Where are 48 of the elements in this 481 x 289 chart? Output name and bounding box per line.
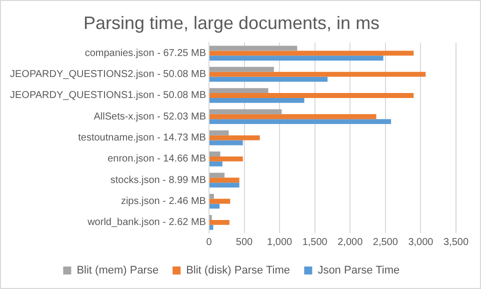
bar	[209, 119, 392, 124]
bar	[209, 46, 298, 51]
bar	[209, 215, 212, 220]
y-tick-label: JEOPARDY_QUESTIONS2.json - 50.08 MB	[10, 69, 206, 80]
x-tick-label: 3,500	[443, 236, 469, 248]
bar	[209, 93, 414, 98]
bar	[209, 204, 220, 209]
bar	[209, 50, 414, 56]
bar	[209, 182, 240, 188]
bar	[209, 109, 282, 114]
bar	[209, 224, 214, 230]
y-tick-label: stocks.json - 8.99 MB	[110, 174, 206, 186]
bar	[209, 140, 243, 146]
bar	[209, 76, 328, 82]
bar	[209, 161, 222, 166]
bar	[209, 88, 268, 94]
legend-label: Blit (disk) Parse Time	[186, 264, 290, 277]
y-tick-label: JEOPARDY_QUESTIONS1.json - 50.08 MB	[10, 90, 206, 102]
bar	[209, 156, 243, 162]
y-tick-label: enron.json - 14.66 MB	[108, 154, 206, 165]
bar	[209, 194, 214, 199]
bar	[209, 130, 229, 136]
y-tick-label: AllSets-x.json - 52.03 MB	[94, 111, 206, 122]
x-tick-label: 500	[236, 236, 254, 248]
bar	[209, 198, 230, 204]
y-tick-label: companies.json - 67.25 MB	[84, 48, 206, 59]
x-tick-label: 0	[206, 236, 212, 248]
chart-title: Parsing time, large documents, in ms	[83, 12, 380, 33]
x-tick-label: 1,500	[302, 236, 328, 248]
x-tick-label: 1,000	[267, 236, 293, 248]
y-tick-label: testoutname.json - 14.73 MB	[78, 132, 206, 144]
legend-label: Json Parse Time	[318, 264, 400, 277]
bar	[209, 72, 426, 77]
bar	[209, 66, 274, 72]
bar	[209, 114, 376, 120]
legend-label: Blit (mem) Parse	[76, 264, 159, 277]
x-tick-label: 2,000	[338, 236, 364, 248]
bar	[209, 172, 225, 178]
x-tick-label: 3,000	[408, 236, 434, 248]
y-tick-label: world_bank.json - 2.62 MB	[86, 217, 206, 228]
y-tick-label: zips.json - 2.46 MB	[120, 196, 206, 208]
bar	[209, 152, 220, 156]
bar	[209, 98, 304, 103]
bar	[209, 178, 240, 183]
bar	[209, 220, 230, 225]
x-tick-label: 2,500	[372, 236, 398, 248]
bar	[209, 135, 260, 140]
bar	[209, 56, 384, 61]
